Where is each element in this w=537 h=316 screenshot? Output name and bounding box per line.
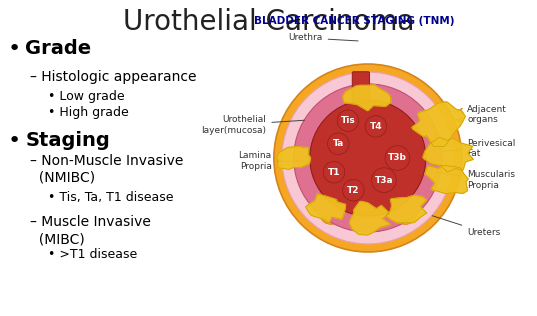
Text: – Non-Muscle Invasive
  (NMIBC): – Non-Muscle Invasive (NMIBC): [30, 154, 183, 185]
Text: Muscularis
Propria: Muscularis Propria: [438, 170, 515, 190]
Ellipse shape: [294, 84, 442, 232]
Polygon shape: [350, 202, 390, 235]
Ellipse shape: [323, 161, 345, 183]
Polygon shape: [423, 137, 473, 172]
Text: BLADDER CANCER STAGING (TNM): BLADDER CANCER STAGING (TNM): [254, 16, 455, 26]
Ellipse shape: [282, 72, 454, 244]
Text: T3a: T3a: [375, 176, 393, 185]
Ellipse shape: [395, 207, 416, 224]
Text: Ta: Ta: [333, 139, 344, 148]
Ellipse shape: [310, 100, 426, 216]
Text: Perivesical
Fat: Perivesical Fat: [443, 139, 516, 158]
Ellipse shape: [337, 110, 359, 131]
Text: – Histologic appearance: – Histologic appearance: [30, 70, 196, 84]
Ellipse shape: [274, 64, 462, 252]
Text: •: •: [8, 39, 21, 59]
Text: •: •: [8, 131, 21, 151]
Ellipse shape: [321, 207, 342, 224]
Polygon shape: [306, 194, 345, 223]
Ellipse shape: [343, 179, 364, 201]
Text: • Low grade: • Low grade: [48, 90, 125, 103]
Text: T1: T1: [328, 168, 340, 177]
Polygon shape: [412, 102, 466, 147]
Text: T2: T2: [347, 186, 360, 195]
Text: T3b: T3b: [388, 154, 407, 162]
Text: Urothelial
layer(mucosa): Urothelial layer(mucosa): [201, 115, 304, 135]
Text: – Muscle Invasive
  (MIBC): – Muscle Invasive (MIBC): [30, 215, 150, 246]
Text: Lamina
Propria: Lamina Propria: [238, 151, 304, 171]
Polygon shape: [277, 147, 310, 169]
Text: Adjacent
organs: Adjacent organs: [454, 105, 507, 124]
Text: • Tis, Ta, T1 disease: • Tis, Ta, T1 disease: [48, 191, 174, 204]
Text: Staging: Staging: [25, 131, 110, 150]
Text: Grade: Grade: [25, 40, 91, 58]
Text: Tis: Tis: [340, 116, 355, 125]
Polygon shape: [343, 85, 391, 111]
Ellipse shape: [365, 116, 387, 137]
Text: T4: T4: [369, 122, 382, 131]
Ellipse shape: [328, 133, 349, 155]
Polygon shape: [425, 165, 468, 193]
Text: Ureters: Ureters: [432, 216, 500, 237]
Text: • >T1 disease: • >T1 disease: [48, 248, 137, 261]
Ellipse shape: [385, 146, 410, 170]
Text: Urothelial Carcinoma: Urothelial Carcinoma: [123, 8, 414, 36]
Ellipse shape: [372, 168, 396, 192]
FancyBboxPatch shape: [352, 72, 369, 102]
Text: • High grade: • High grade: [48, 106, 129, 119]
Polygon shape: [386, 195, 426, 223]
Text: Urethra: Urethra: [288, 33, 358, 42]
